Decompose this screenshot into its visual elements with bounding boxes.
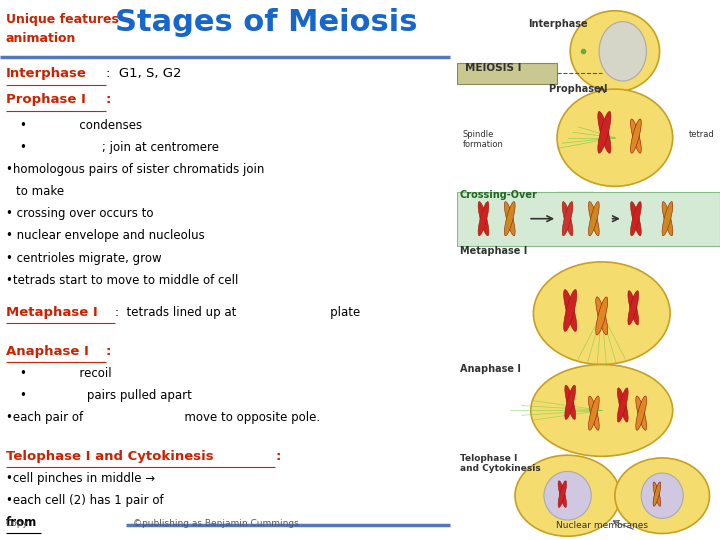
Text: Anaphase I: Anaphase I xyxy=(6,345,89,358)
Ellipse shape xyxy=(628,291,639,325)
Ellipse shape xyxy=(515,455,620,536)
Text: Nuclear membranes: Nuclear membranes xyxy=(556,521,648,530)
Ellipse shape xyxy=(562,201,573,236)
Ellipse shape xyxy=(617,388,628,422)
Ellipse shape xyxy=(588,396,599,430)
Text: :: : xyxy=(275,450,281,463)
Ellipse shape xyxy=(562,201,573,236)
Ellipse shape xyxy=(564,289,577,332)
Ellipse shape xyxy=(595,297,608,335)
Text: •tetrads start to move to middle of cell: •tetrads start to move to middle of cell xyxy=(6,274,238,287)
Ellipse shape xyxy=(588,396,599,430)
Text: •              condenses: • condenses xyxy=(20,119,143,132)
Text: :  G1, S, G2: : G1, S, G2 xyxy=(106,68,181,80)
Text: :: : xyxy=(106,93,111,106)
Text: Anaphase I: Anaphase I xyxy=(460,364,521,375)
Text: to make: to make xyxy=(16,185,64,198)
Text: Telophase I and Cytokinesis: Telophase I and Cytokinesis xyxy=(6,450,213,463)
Text: Metaphase I: Metaphase I xyxy=(460,246,527,256)
Ellipse shape xyxy=(531,364,672,456)
Text: tetrad: tetrad xyxy=(688,130,714,139)
Text: •cell pinches in middle →: •cell pinches in middle → xyxy=(6,472,155,485)
Ellipse shape xyxy=(478,201,489,236)
Ellipse shape xyxy=(653,482,661,507)
Ellipse shape xyxy=(564,385,575,420)
Text: Copy: Copy xyxy=(6,519,29,528)
Text: Spindle
formation: Spindle formation xyxy=(462,130,503,149)
Text: Crossing-Over: Crossing-Over xyxy=(460,190,538,200)
Text: Prophase I: Prophase I xyxy=(6,93,86,106)
Text: •each pair of                           move to opposite pole.: •each pair of move to opposite pole. xyxy=(6,411,320,424)
Ellipse shape xyxy=(631,119,642,153)
Text: MEIOSIS I: MEIOSIS I xyxy=(465,63,521,73)
Ellipse shape xyxy=(598,111,611,153)
Text: Interphase: Interphase xyxy=(6,68,86,80)
Ellipse shape xyxy=(628,291,639,325)
Text: Metaphase I: Metaphase I xyxy=(6,306,97,319)
Text: ©publishing as Benjamin Cummings: ©publishing as Benjamin Cummings xyxy=(133,519,299,528)
Ellipse shape xyxy=(636,396,647,430)
Text: :: : xyxy=(106,345,111,358)
Ellipse shape xyxy=(662,201,672,236)
Text: • crossing over occurs to: • crossing over occurs to xyxy=(6,207,153,220)
Ellipse shape xyxy=(595,297,608,335)
Text: • nuclear envelope and nucleolus: • nuclear envelope and nucleolus xyxy=(6,230,204,242)
FancyBboxPatch shape xyxy=(457,63,557,84)
Text: •homologous pairs of sister chromatids join: •homologous pairs of sister chromatids j… xyxy=(6,164,264,177)
Ellipse shape xyxy=(588,201,599,236)
Ellipse shape xyxy=(617,388,628,422)
Ellipse shape xyxy=(588,201,599,236)
Text: Stages of Meiosis: Stages of Meiosis xyxy=(115,8,418,37)
Ellipse shape xyxy=(564,289,577,332)
Ellipse shape xyxy=(636,396,647,430)
Ellipse shape xyxy=(653,482,661,507)
Text: •                pairs pulled apart: • pairs pulled apart xyxy=(20,389,192,402)
Ellipse shape xyxy=(564,385,575,420)
Ellipse shape xyxy=(631,201,642,236)
Ellipse shape xyxy=(505,201,515,236)
Text: •                    ; join at centromere: • ; join at centromere xyxy=(20,141,219,154)
FancyBboxPatch shape xyxy=(457,192,720,246)
Text: •each cell (2) has 1 pair of: •each cell (2) has 1 pair of xyxy=(6,494,163,507)
Ellipse shape xyxy=(631,119,642,153)
Text: •              recoil: • recoil xyxy=(20,367,112,380)
Ellipse shape xyxy=(558,481,567,508)
Ellipse shape xyxy=(631,201,642,236)
Ellipse shape xyxy=(534,262,670,364)
Text: animation: animation xyxy=(6,32,76,45)
Ellipse shape xyxy=(505,201,515,236)
Ellipse shape xyxy=(598,111,611,153)
Ellipse shape xyxy=(544,471,591,520)
Text: Unique features: Unique features xyxy=(6,14,119,26)
Ellipse shape xyxy=(641,473,683,518)
Text: Interphase: Interphase xyxy=(528,19,588,29)
Ellipse shape xyxy=(615,458,709,534)
Ellipse shape xyxy=(599,22,647,81)
Text: Prophase I: Prophase I xyxy=(549,84,608,94)
Text: :  tetrads lined up at                         plate: : tetrads lined up at plate xyxy=(115,306,361,319)
Polygon shape xyxy=(505,192,594,244)
Text: from: from xyxy=(6,516,37,529)
Ellipse shape xyxy=(570,11,660,92)
Ellipse shape xyxy=(557,89,672,186)
Ellipse shape xyxy=(662,201,672,236)
Text: • centrioles migrate, grow: • centrioles migrate, grow xyxy=(6,252,161,265)
Ellipse shape xyxy=(558,481,567,508)
Text: Telophase I
and Cytokinesis: Telophase I and Cytokinesis xyxy=(460,454,541,473)
Ellipse shape xyxy=(478,201,489,236)
